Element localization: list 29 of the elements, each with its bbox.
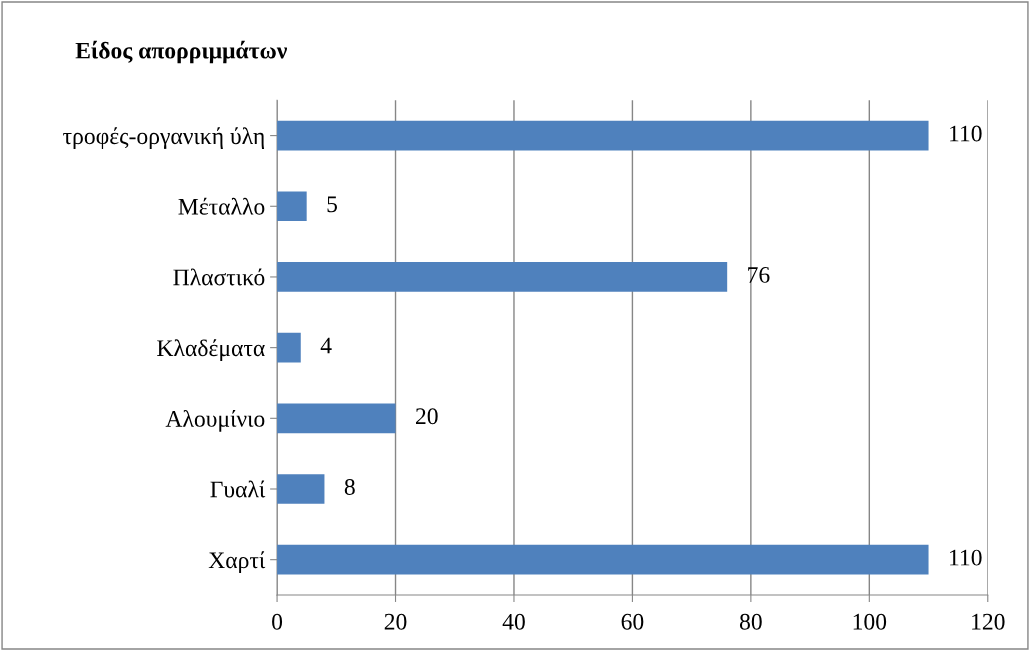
data-label: 4 xyxy=(320,337,332,354)
y-tick-label: Χαρτί xyxy=(208,551,266,574)
chart-title: Είδος απορριμμάτων xyxy=(75,40,288,64)
y-tick-label: Πλαστικό xyxy=(173,268,265,286)
data-label: 5 xyxy=(327,196,338,213)
x-tick-label: 40 xyxy=(502,613,525,630)
y-tick-label: Μέταλλο xyxy=(178,197,265,215)
data-label: 76 xyxy=(748,267,770,283)
bar xyxy=(277,262,728,292)
x-tick-label: 100 xyxy=(853,613,887,630)
bar xyxy=(277,544,929,575)
y-tick-label: τροφές-οργανική ύλη xyxy=(63,127,265,149)
x-tick-label: 0 xyxy=(272,613,283,630)
bar xyxy=(277,120,929,151)
data-label: 20 xyxy=(416,408,438,425)
bar xyxy=(277,474,325,504)
y-tick-label: Αλουμίνιο xyxy=(165,409,265,432)
y-tick-label: Γυαλί xyxy=(210,480,266,498)
bar xyxy=(277,332,301,363)
x-tick-label: 20 xyxy=(384,613,407,630)
bar xyxy=(277,191,307,222)
data-label: 110 xyxy=(950,125,982,142)
x-tick-label: 60 xyxy=(621,613,644,630)
x-tick-label: 80 xyxy=(739,613,762,630)
y-tick-label: Κλαδέματα xyxy=(157,339,265,362)
bar xyxy=(277,403,396,434)
x-tick-label: 120 xyxy=(972,613,1005,630)
data-label: 8 xyxy=(344,478,355,495)
data-label: 110 xyxy=(950,549,982,566)
